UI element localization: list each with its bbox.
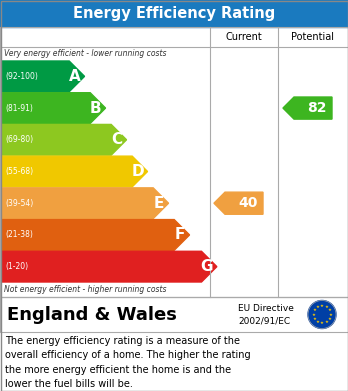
Text: ★: ★ xyxy=(320,304,324,308)
Text: ★: ★ xyxy=(320,321,324,325)
Text: 82: 82 xyxy=(307,101,327,115)
Text: (39-54): (39-54) xyxy=(5,199,33,208)
Polygon shape xyxy=(214,192,263,214)
Text: ★: ★ xyxy=(316,305,319,309)
Circle shape xyxy=(308,301,336,328)
Text: EU Directive
2002/91/EC: EU Directive 2002/91/EC xyxy=(238,304,294,325)
Text: (55-68): (55-68) xyxy=(5,167,33,176)
Text: C: C xyxy=(111,132,122,147)
Text: (21-38): (21-38) xyxy=(5,230,33,239)
Text: (69-80): (69-80) xyxy=(5,135,33,144)
Text: Not energy efficient - higher running costs: Not energy efficient - higher running co… xyxy=(4,285,166,294)
Text: ★: ★ xyxy=(313,308,316,312)
Text: Energy Efficiency Rating: Energy Efficiency Rating xyxy=(73,6,275,21)
Text: Potential: Potential xyxy=(292,32,334,42)
Polygon shape xyxy=(2,124,127,155)
Text: D: D xyxy=(131,164,144,179)
Polygon shape xyxy=(283,97,332,119)
Text: F: F xyxy=(174,228,185,242)
Bar xyxy=(0,297,348,332)
Polygon shape xyxy=(2,61,85,92)
Polygon shape xyxy=(2,93,105,124)
Polygon shape xyxy=(2,251,217,282)
Text: ★: ★ xyxy=(311,312,315,316)
Text: B: B xyxy=(90,100,101,116)
Text: ★: ★ xyxy=(316,320,319,324)
Text: ★: ★ xyxy=(313,317,316,321)
Text: ★: ★ xyxy=(329,312,333,316)
Text: 40: 40 xyxy=(238,196,258,210)
Text: Very energy efficient - lower running costs: Very energy efficient - lower running co… xyxy=(4,50,166,59)
Text: (1-20): (1-20) xyxy=(5,262,28,271)
Text: ★: ★ xyxy=(327,317,331,321)
Text: ★: ★ xyxy=(327,308,331,312)
Bar xyxy=(0,0,348,27)
Text: ★: ★ xyxy=(324,320,328,324)
Text: A: A xyxy=(69,69,80,84)
Text: E: E xyxy=(153,196,164,211)
Text: (81-91): (81-91) xyxy=(5,104,33,113)
Polygon shape xyxy=(2,220,190,250)
Text: ★: ★ xyxy=(324,305,328,309)
Text: G: G xyxy=(201,259,213,274)
Bar xyxy=(0,27,348,297)
Text: Current: Current xyxy=(226,32,262,42)
Polygon shape xyxy=(2,188,168,219)
Text: England & Wales: England & Wales xyxy=(7,305,177,323)
Polygon shape xyxy=(2,156,148,187)
Text: The energy efficiency rating is a measure of the
overall efficiency of a home. T: The energy efficiency rating is a measur… xyxy=(5,336,251,389)
Text: (92-100): (92-100) xyxy=(5,72,38,81)
